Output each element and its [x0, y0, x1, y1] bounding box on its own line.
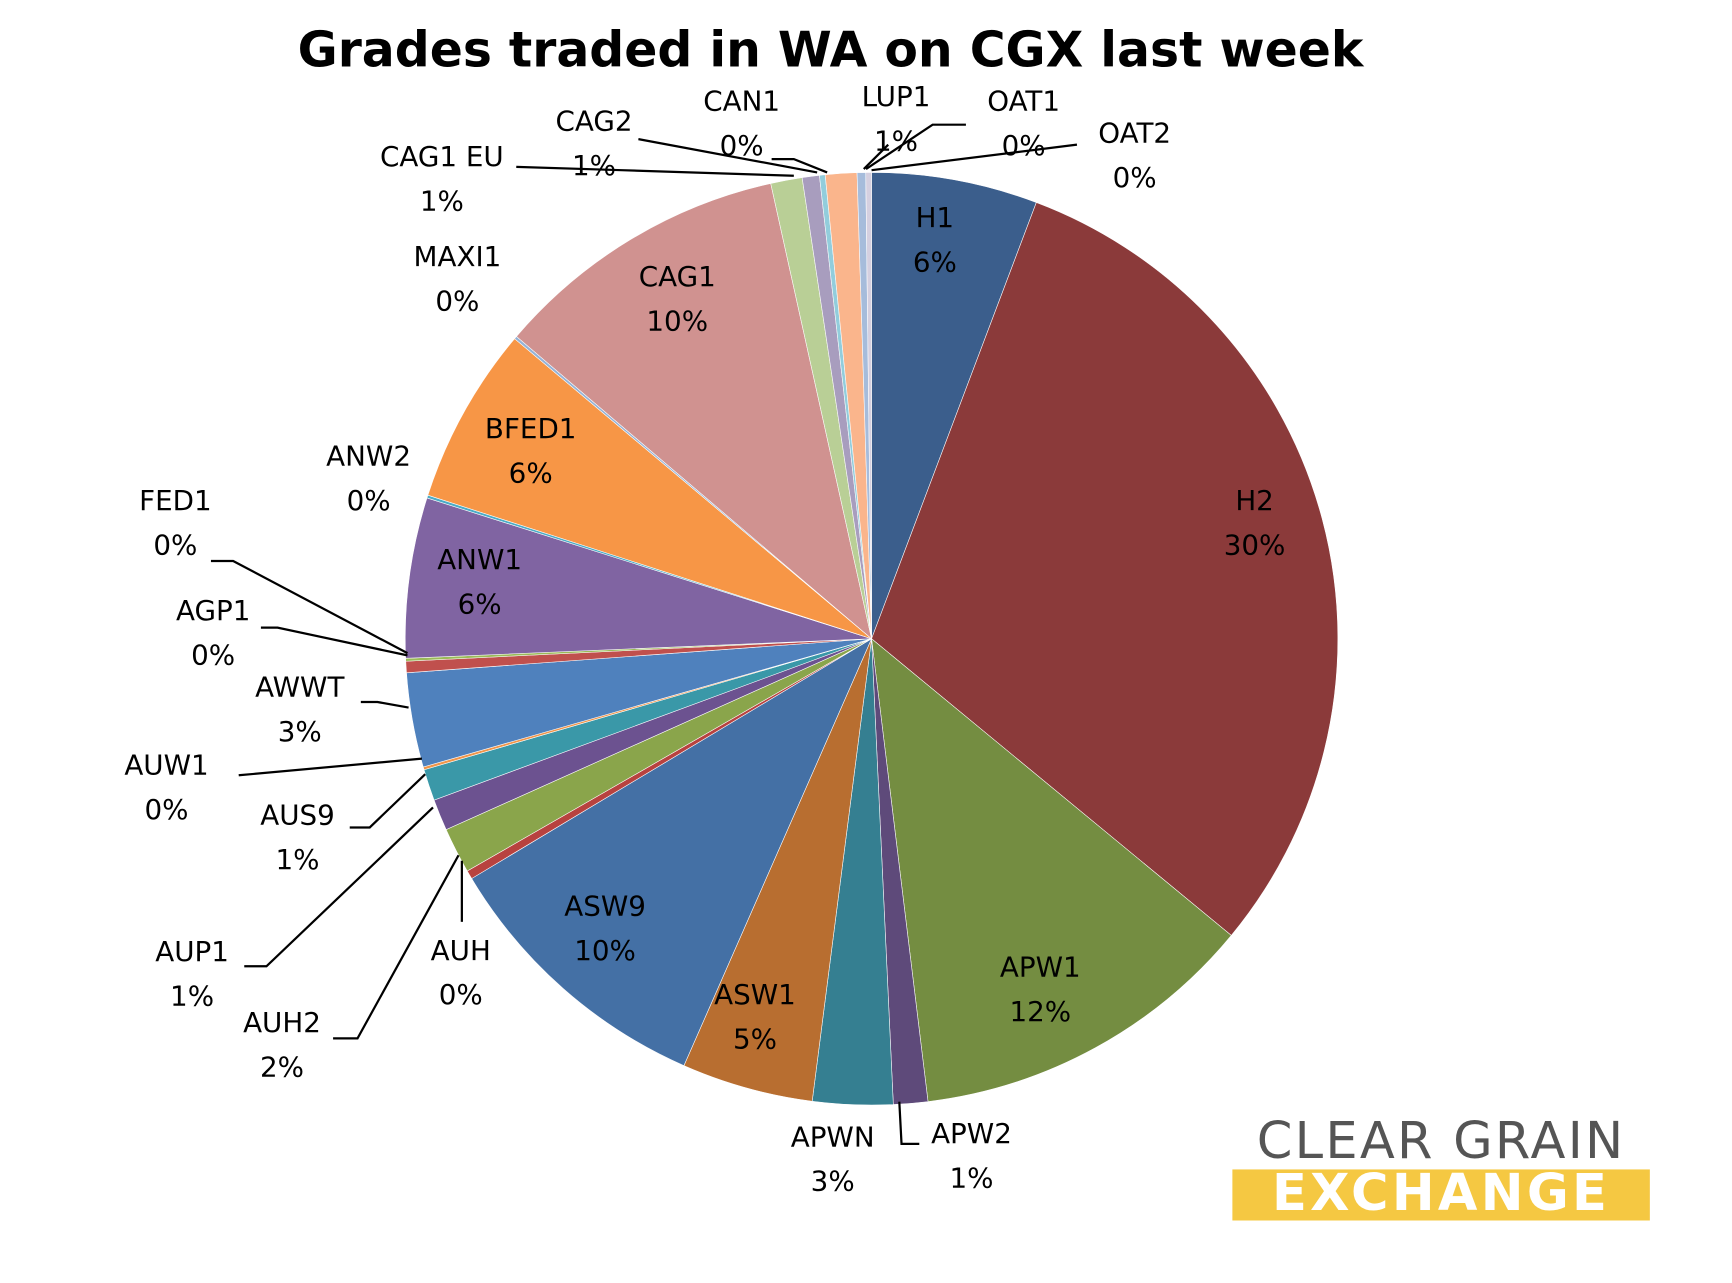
value-label: 1% — [276, 843, 320, 876]
value-label: 3% — [811, 1165, 855, 1198]
category-label: CAN1 — [703, 84, 780, 117]
category-label: ANW2 — [326, 440, 411, 473]
leader-line — [333, 854, 460, 1040]
value-label: 1% — [572, 149, 616, 182]
category-label: OAT1 — [987, 84, 1060, 117]
logo-line2: EXCHANGE — [1272, 1164, 1610, 1223]
pie-slice — [427, 338, 872, 639]
value-label: 0% — [1113, 161, 1157, 194]
pie-slice — [865, 172, 872, 639]
leader-line — [244, 806, 434, 968]
category-label: CAG1 — [639, 260, 716, 293]
leader-line — [898, 1101, 920, 1146]
leader-line — [360, 700, 409, 709]
logo-line1: CLEAR GRAIN — [1257, 1112, 1626, 1171]
leader-line — [638, 138, 818, 174]
category-label: AUP1 — [155, 935, 229, 968]
value-label: 0% — [145, 793, 189, 826]
value-label: 0% — [347, 484, 391, 517]
chart-title: Grades traded in WA on CGX last week — [298, 22, 1365, 79]
leader-line — [862, 143, 889, 170]
category-label: CAG2 — [555, 104, 632, 137]
value-label: 1% — [874, 124, 918, 157]
pie-slice — [516, 183, 873, 640]
value-label: 6% — [458, 587, 502, 620]
value-label: 0% — [439, 978, 483, 1011]
pie-slice — [871, 638, 1232, 1102]
labels: H1 6% H2 30% APW1 12% APW2 1% APWN 3% ASW1 5% ASW9 10… — [124, 80, 1285, 1198]
category-label: AUW1 — [124, 748, 208, 781]
category-label: CAG1 EU — [380, 140, 504, 173]
pie-slice — [471, 638, 873, 1066]
category-label: APWN — [791, 1120, 875, 1153]
value-label: 2% — [260, 1050, 304, 1083]
leader-line — [349, 773, 426, 829]
value-label: 0% — [720, 129, 764, 162]
category-label: APW2 — [931, 1117, 1012, 1150]
value-label: 6% — [509, 456, 553, 489]
category-label: AUH2 — [243, 1006, 321, 1039]
leader-line — [516, 165, 794, 177]
category-label: LUP1 — [862, 80, 931, 113]
category-label: BFED1 — [485, 412, 577, 445]
category-label: AUH — [431, 934, 491, 967]
value-label: 0% — [1002, 129, 1046, 162]
value-label: 30% — [1224, 529, 1286, 562]
value-label: 10% — [574, 934, 636, 967]
category-label: FED1 — [139, 484, 212, 517]
category-label: MAXI1 — [414, 240, 502, 273]
category-label: H2 — [1235, 484, 1274, 517]
value-label: 10% — [646, 304, 708, 337]
category-label: AUS9 — [260, 798, 335, 831]
pie — [404, 172, 1339, 1106]
leader-line — [238, 757, 422, 777]
category-label: H1 — [916, 201, 955, 234]
value-label: 1% — [170, 979, 214, 1012]
value-label: 1% — [420, 184, 464, 217]
value-label: 12% — [1009, 995, 1071, 1028]
logo-band — [1232, 1169, 1650, 1221]
value-label: 6% — [913, 245, 957, 278]
category-label: AWWT — [255, 671, 345, 704]
category-label: OAT2 — [1098, 117, 1171, 150]
category-label: ASW9 — [564, 889, 646, 922]
value-label: 3% — [278, 715, 322, 748]
category-label: ASW1 — [714, 978, 796, 1011]
category-label: ANW1 — [437, 543, 522, 576]
leader-line — [865, 123, 966, 171]
leader-line — [871, 143, 1078, 172]
value-label: 0% — [153, 529, 197, 562]
value-label: 0% — [191, 638, 235, 671]
leader-line — [210, 559, 408, 655]
value-label: 1% — [949, 1161, 993, 1194]
value-label: 0% — [435, 284, 479, 317]
leader-line — [260, 626, 408, 657]
leader-line — [771, 157, 828, 174]
pie-slice — [871, 202, 1339, 936]
category-label: APW1 — [1000, 950, 1081, 983]
value-label: 5% — [733, 1023, 777, 1056]
category-label: AGP1 — [176, 594, 250, 627]
pie-slice — [871, 172, 1037, 639]
